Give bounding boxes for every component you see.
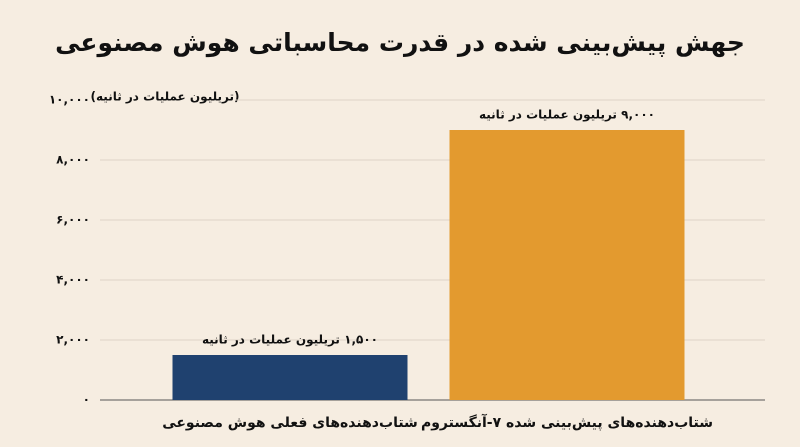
bar [172, 355, 408, 400]
y-tick-label: ۱۰,۰۰۰ [49, 93, 90, 107]
chart-title: جهش پیش‌بینی شده در قدرت محاسباتی هوش مص… [55, 28, 745, 58]
value-label: ۱,۵۰۰ تریلیون عملیات در ثانیه [202, 333, 378, 348]
x-tick-label: شتاب‌دهنده‌های پیش‌بینی شده ۷-آنگستروم [421, 413, 713, 431]
bar [449, 130, 685, 400]
value-label: ۹,۰۰۰ تریلیون عملیات در ثانیه [479, 108, 655, 123]
y-tick-label: ۸,۰۰۰ [56, 153, 90, 167]
y-axis-label: (تریلیون عملیات در ثانیه) [91, 90, 240, 105]
y-tick-label: ۲,۰۰۰ [56, 333, 90, 347]
x-tick-label: شتاب‌دهنده‌های فعلی هوش مصنوعی [162, 415, 418, 431]
y-tick-label: ۶,۰۰۰ [56, 213, 90, 227]
y-tick-label: ۰ [83, 393, 90, 407]
y-tick-label: ۴,۰۰۰ [56, 273, 90, 287]
